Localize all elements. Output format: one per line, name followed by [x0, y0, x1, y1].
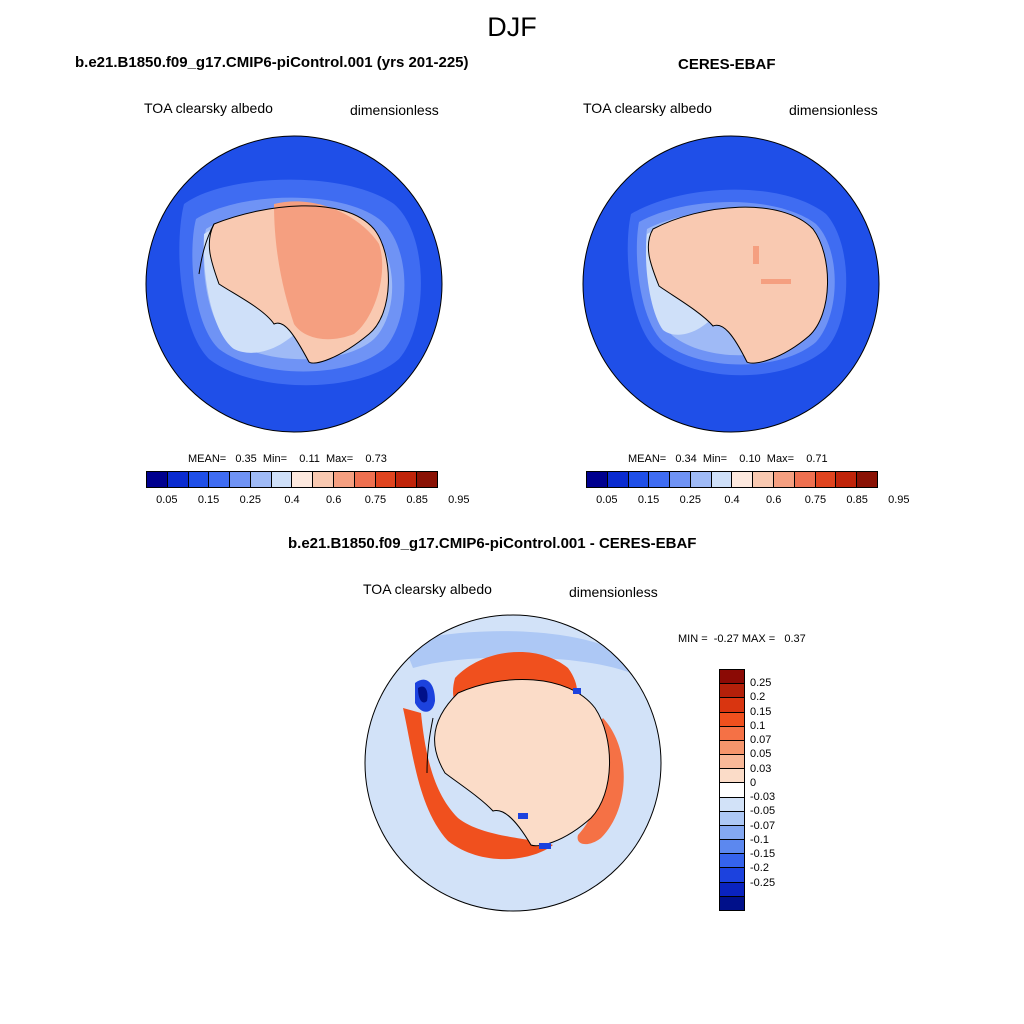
colorbar-swatch — [732, 472, 754, 487]
colorbar-swatch — [720, 740, 744, 756]
colorbar-tick-label: 0.2 — [750, 691, 766, 704]
colorbar-swatch — [720, 797, 744, 812]
colorbar-swatch — [720, 712, 744, 727]
diff-panel-title: b.e21.B1850.f09_g17.CMIP6-piControl.001 … — [288, 535, 697, 552]
colorbar-swatch — [815, 472, 837, 487]
colorbar-tick-label: 0.05 — [750, 748, 772, 761]
colorbar-tick-label: 0 — [750, 776, 757, 789]
colorbar-tick-label: 0.05 — [156, 494, 178, 506]
colorbar-tick-label: -0.25 — [750, 876, 776, 889]
colorbar-tick-label: 0.95 — [888, 494, 910, 506]
colorbar-swatch — [857, 472, 877, 487]
diff-colorbar — [719, 669, 745, 911]
colorbar-swatch — [230, 472, 251, 487]
colorbar-swatch — [720, 825, 744, 841]
colorbar-tick-label: -0.1 — [750, 833, 769, 846]
colorbar-swatch — [167, 472, 189, 487]
colorbar-swatch — [794, 472, 816, 487]
colorbar-swatch — [587, 472, 608, 487]
obs-colorbar-labels: 0.05 0.15 0.25 0.4 0.6 0.75 0.85 0.95 — [586, 494, 909, 508]
model-colorbar — [146, 471, 438, 488]
colorbar-tick-label: 0.85 — [406, 494, 428, 506]
colorbar-tick-label: 0.03 — [750, 762, 772, 775]
colorbar-tick-label: 0.15 — [750, 705, 772, 718]
model-colorbar-labels: 0.05 0.15 0.25 0.4 0.6 0.75 0.85 0.95 — [146, 494, 469, 508]
colorbar-tick-label: 0.6 — [766, 494, 782, 506]
obs-colorbar — [586, 471, 878, 488]
colorbar-swatch — [417, 472, 437, 487]
colorbar-tick-label: 0.1 — [750, 719, 766, 732]
colorbar-tick-label: 0.85 — [846, 494, 868, 506]
colorbar-swatch — [628, 472, 650, 487]
colorbar-tick-label: 0.25 — [750, 677, 772, 690]
diff-colorbar-labels: 0.25 0.2 0.15 0.1 0.07 0.05 0.03 0 -0.03 -0.05 -0.… — [750, 669, 790, 911]
model-variable-label: TOA clearsky albedo — [144, 100, 273, 116]
colorbar-swatch — [774, 472, 795, 487]
obs-panel-title: CERES-EBAF — [678, 56, 776, 73]
colorbar-tick-label: 0.6 — [326, 494, 342, 506]
colorbar-tick-label: -0.03 — [750, 791, 776, 804]
figure-title: DJF — [487, 12, 537, 42]
colorbar-tick-label: -0.05 — [750, 805, 776, 818]
colorbar-tick-label: 0.4 — [724, 494, 740, 506]
colorbar-tick-label: 0.15 — [197, 494, 220, 506]
colorbar-swatch — [720, 783, 744, 798]
colorbar-swatch — [720, 684, 744, 699]
colorbar-swatch — [720, 896, 744, 910]
obs-stats: MEAN= 0.34 Min= 0.10 Max= 0.71 — [628, 453, 828, 465]
colorbar-tick-label: -0.2 — [750, 862, 769, 875]
colorbar-tick-label: 0.25 — [679, 494, 701, 506]
colorbar-swatch — [720, 840, 744, 855]
colorbar-swatch — [649, 472, 671, 487]
diff-variable-label: TOA clearsky albedo — [363, 581, 492, 597]
obs-variable-label: TOA clearsky albedo — [583, 100, 712, 116]
colorbar-swatch — [209, 472, 231, 487]
colorbar-swatch — [250, 472, 272, 487]
colorbar-swatch — [720, 882, 744, 897]
model-map — [144, 134, 444, 434]
colorbar-swatch — [313, 472, 335, 487]
colorbar-tick-label: 0.75 — [364, 494, 387, 506]
colorbar-tick-label: 0.07 — [750, 734, 772, 747]
colorbar-swatch — [720, 755, 744, 770]
colorbar-swatch — [720, 811, 744, 826]
colorbar-tick-label: -0.15 — [750, 848, 776, 861]
colorbar-swatch — [690, 472, 712, 487]
difference-map — [363, 613, 663, 913]
diff-units-label: dimensionless — [569, 584, 658, 600]
colorbar-swatch — [334, 472, 355, 487]
colorbar-tick-label: 0.95 — [448, 494, 470, 506]
model-units-label: dimensionless — [350, 102, 439, 118]
colorbar-swatch — [670, 472, 691, 487]
colorbar-tick-label: 0.75 — [804, 494, 827, 506]
colorbar-swatch — [753, 472, 775, 487]
colorbar-swatch — [720, 769, 744, 784]
colorbar-swatch — [836, 472, 858, 487]
colorbar-swatch — [271, 472, 293, 487]
colorbar-tick-label: 0.05 — [596, 494, 618, 506]
colorbar-tick-label: 0.25 — [239, 494, 261, 506]
colorbar-swatch — [607, 472, 629, 487]
colorbar-swatch — [711, 472, 733, 487]
model-panel-title: b.e21.B1850.f09_g17.CMIP6-piControl.001 … — [75, 54, 469, 71]
colorbar-swatch — [188, 472, 210, 487]
colorbar-swatch — [147, 472, 168, 487]
colorbar-swatch — [720, 698, 744, 713]
colorbar-swatch — [375, 472, 397, 487]
colorbar-swatch — [396, 472, 418, 487]
obs-units-label: dimensionless — [789, 102, 878, 118]
colorbar-swatch — [720, 854, 744, 869]
colorbar-swatch — [720, 726, 744, 741]
colorbar-tick-label: 0.4 — [284, 494, 300, 506]
colorbar-swatch — [292, 472, 314, 487]
colorbar-swatch — [720, 670, 744, 685]
diff-stats: MIN = -0.27 MAX = 0.37 — [678, 633, 806, 645]
colorbar-tick-label: 0.15 — [637, 494, 660, 506]
colorbar-swatch — [720, 868, 744, 883]
obs-map — [581, 134, 881, 434]
colorbar-tick-label: -0.07 — [750, 819, 776, 832]
model-stats: MEAN= 0.35 Min= 0.11 Max= 0.73 — [188, 453, 387, 465]
colorbar-swatch — [354, 472, 376, 487]
